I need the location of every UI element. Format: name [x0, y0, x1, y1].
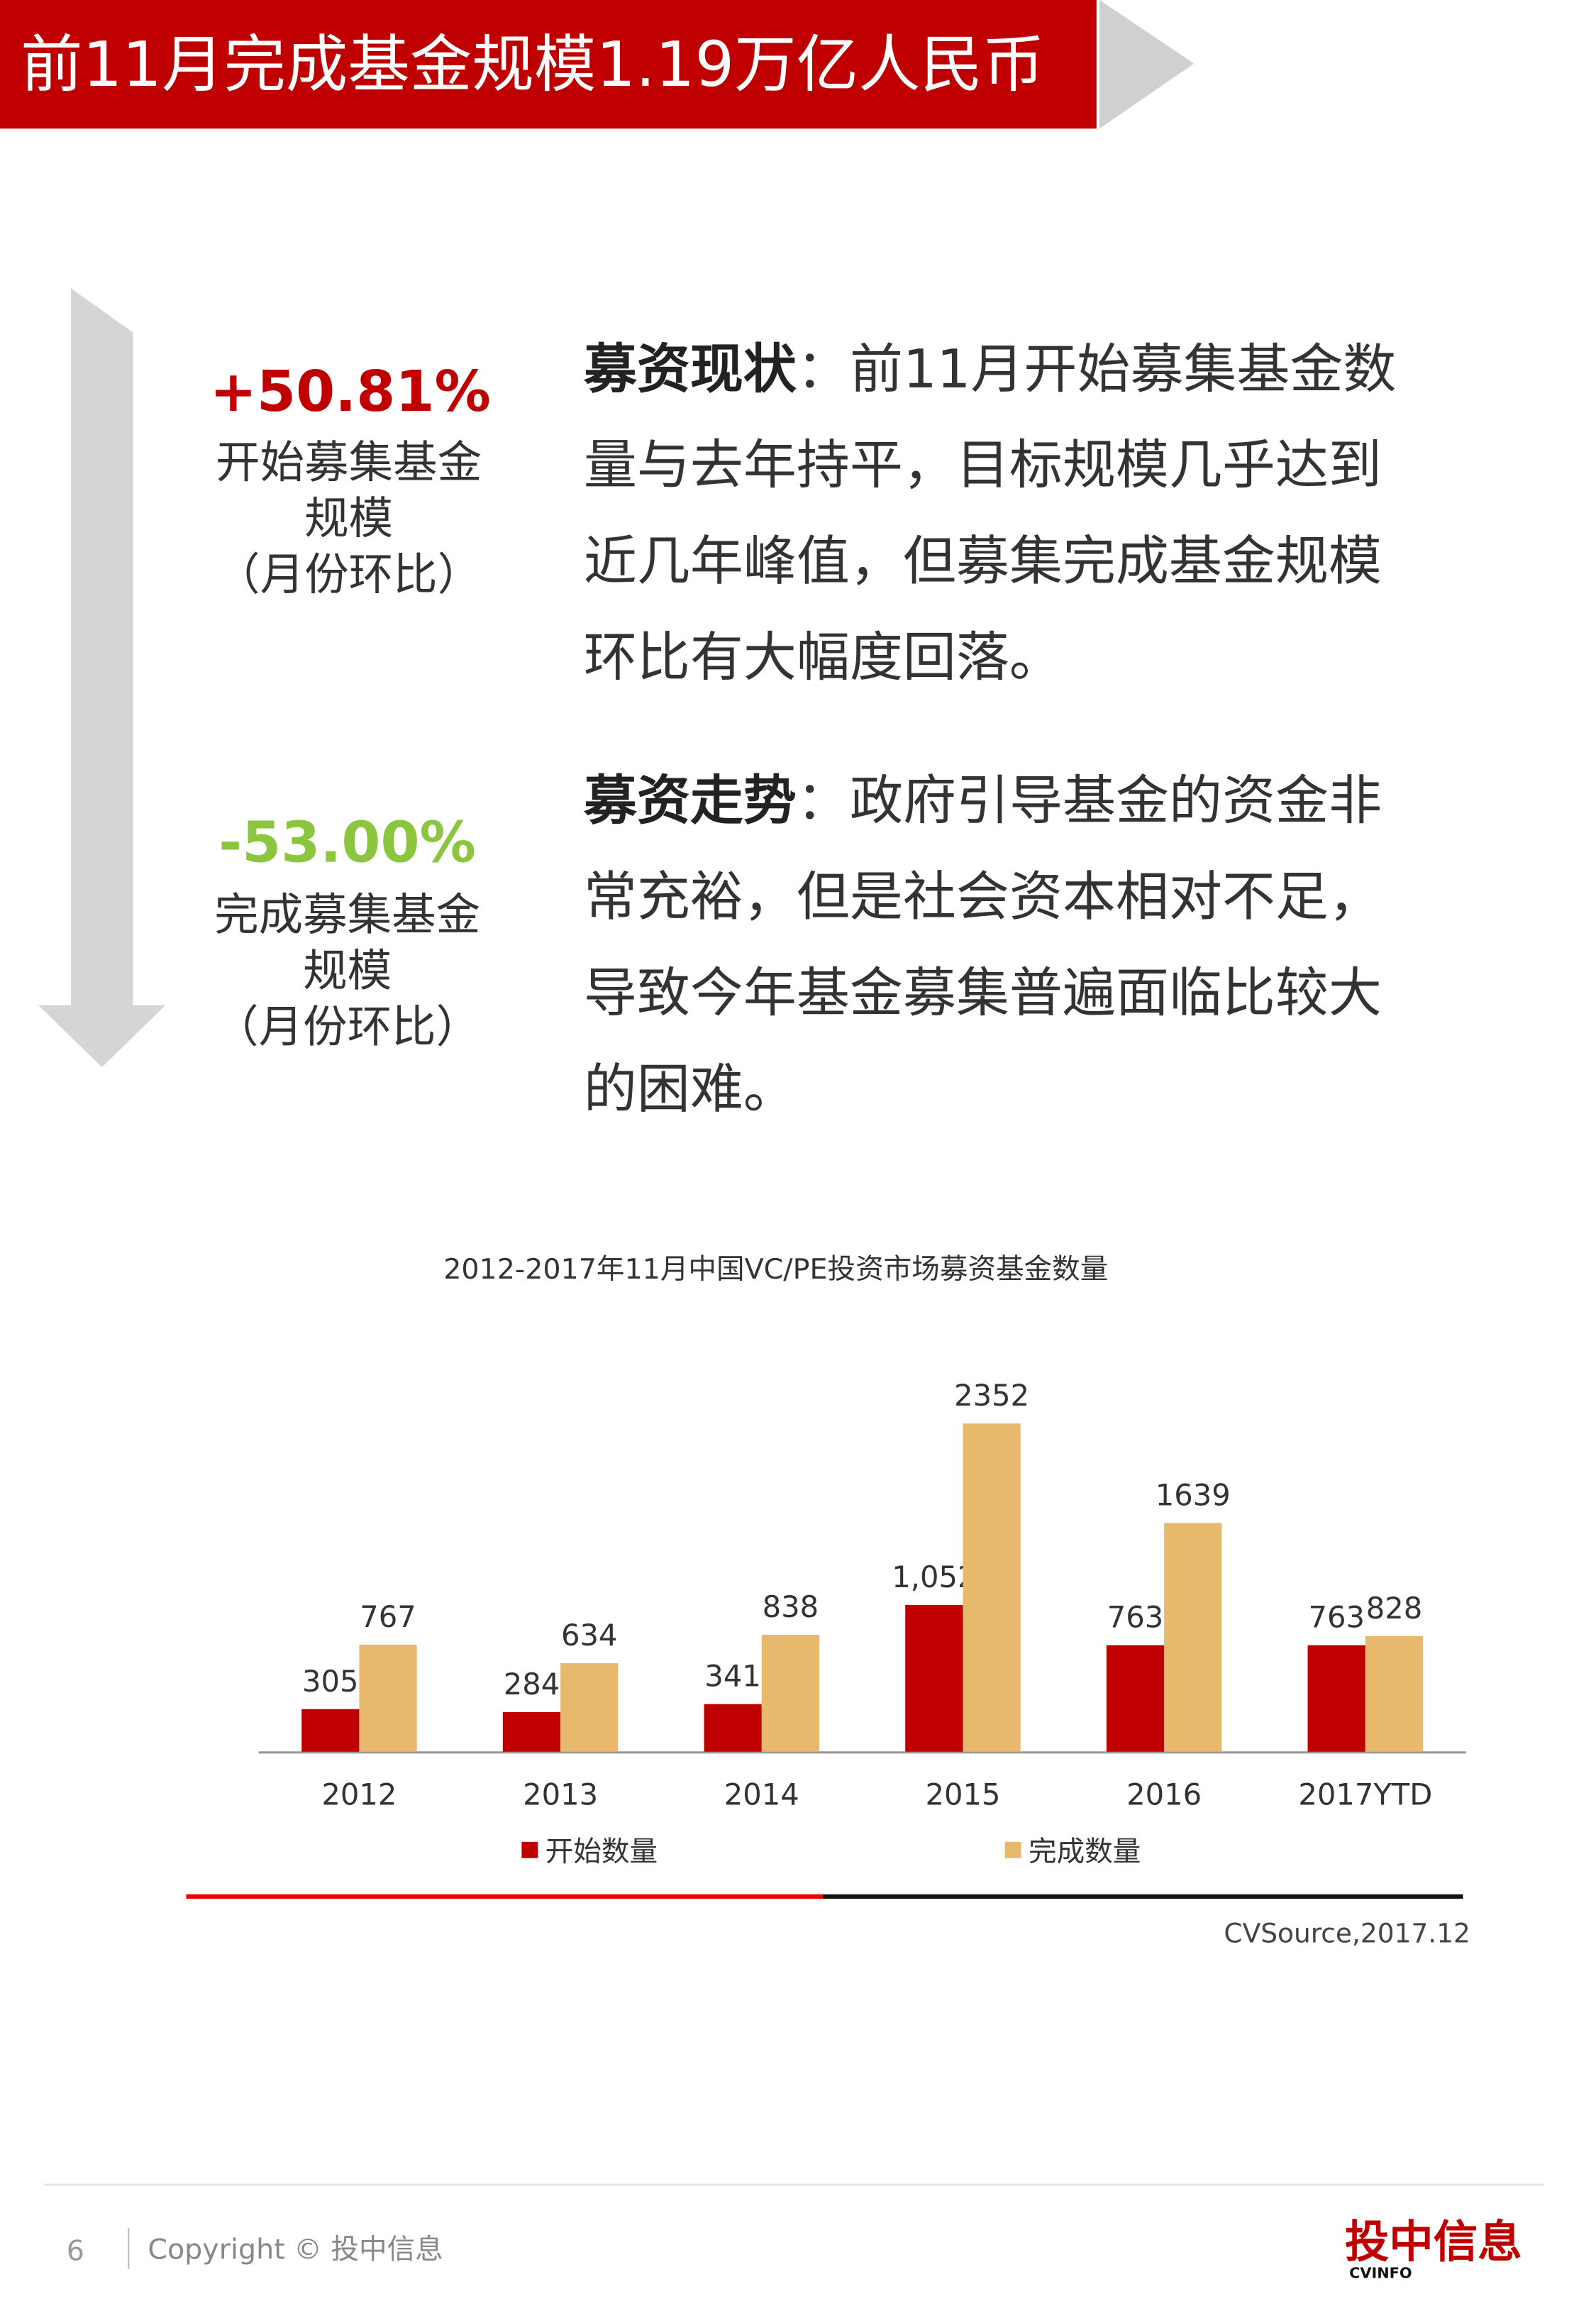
chart-title: 2012-2017年11月中国VC/PE投资市场募资基金数量 — [443, 1253, 1108, 1286]
bar — [1307, 1645, 1365, 1752]
bar — [963, 1423, 1021, 1752]
data-label: 763 — [1308, 1600, 1365, 1635]
para-lead: 募资现状 — [583, 340, 797, 401]
x-tick-label: 2015 — [925, 1777, 1000, 1812]
stat-value: -53.00% — [218, 810, 476, 876]
bar — [1106, 1645, 1165, 1752]
bar — [905, 1604, 963, 1752]
header-title: 前11月完成基金规模1.19万亿人民币 — [21, 28, 1044, 101]
legend-swatch — [1004, 1841, 1021, 1858]
data-label: 634 — [561, 1618, 618, 1653]
para-text: ：政府引导基金的资金非常充裕，但是社会资本相对不足，导致今年基金募集普遍面临比较… — [583, 771, 1382, 1121]
stat-label: 开始募集基金规模 — [216, 437, 482, 546]
stat-note: （月份环比） — [214, 1002, 481, 1054]
legend-swatch — [521, 1841, 538, 1858]
bar — [761, 1634, 820, 1752]
x-tick-label: 2013 — [523, 1777, 598, 1812]
data-label: 763 — [1107, 1600, 1164, 1635]
data-label: 284 — [504, 1667, 560, 1701]
bar — [704, 1704, 762, 1752]
header-bar — [0, 0, 1097, 129]
down-arrow — [38, 288, 166, 1068]
logo-sub: CVINFO — [1349, 2264, 1412, 2281]
stat-label: 完成募集基金规模 — [214, 890, 481, 998]
page-number: 6 — [67, 2234, 84, 2267]
data-label: 1639 — [1156, 1477, 1231, 1512]
stat-value: +50.81% — [209, 359, 491, 424]
data-label: 305 — [302, 1664, 359, 1699]
data-label: 2352 — [954, 1378, 1029, 1413]
bar — [301, 1709, 360, 1752]
data-label: 767 — [360, 1599, 416, 1634]
data-label: 1,052 — [892, 1560, 976, 1594]
bar — [1365, 1635, 1424, 1752]
paragraph: 募资走势：政府引导基金的资金非常充裕，但是社会资本相对不足，导致今年基金募集普遍… — [584, 754, 1426, 1138]
para-text: ：前11月开始募集基金数量与去年持平，目标规模几乎达到近几年峰值，但募集完成基金… — [583, 340, 1397, 689]
x-tick-label: 2014 — [724, 1777, 799, 1812]
para-lead: 募资走势 — [583, 771, 797, 832]
x-tick-label: 2012 — [321, 1777, 397, 1812]
stat-note: （月份环比） — [216, 549, 482, 602]
x-tick-label: 2017YTD — [1298, 1777, 1432, 1812]
copyright: Copyright © 投中信息 — [148, 2233, 443, 2266]
data-label: 838 — [763, 1589, 819, 1624]
bar — [502, 1711, 561, 1752]
data-label: 828 — [1366, 1591, 1423, 1626]
paragraph: 募资现状：前11月开始募集基金数量与去年持平，目标规模几乎达到近几年峰值，但募集… — [584, 322, 1426, 707]
bar — [560, 1663, 619, 1752]
legend-label: 开始数量 — [545, 1836, 658, 1868]
bar — [359, 1644, 417, 1752]
legend-label: 完成数量 — [1029, 1836, 1141, 1868]
x-tick-label: 2016 — [1126, 1777, 1202, 1812]
bar — [1164, 1523, 1222, 1752]
header-arrow — [1099, 0, 1195, 129]
source: CVSource,2017.12 — [1224, 1917, 1470, 1948]
logo: 投中信息 — [1345, 2216, 1522, 2268]
data-label: 341 — [704, 1659, 761, 1694]
